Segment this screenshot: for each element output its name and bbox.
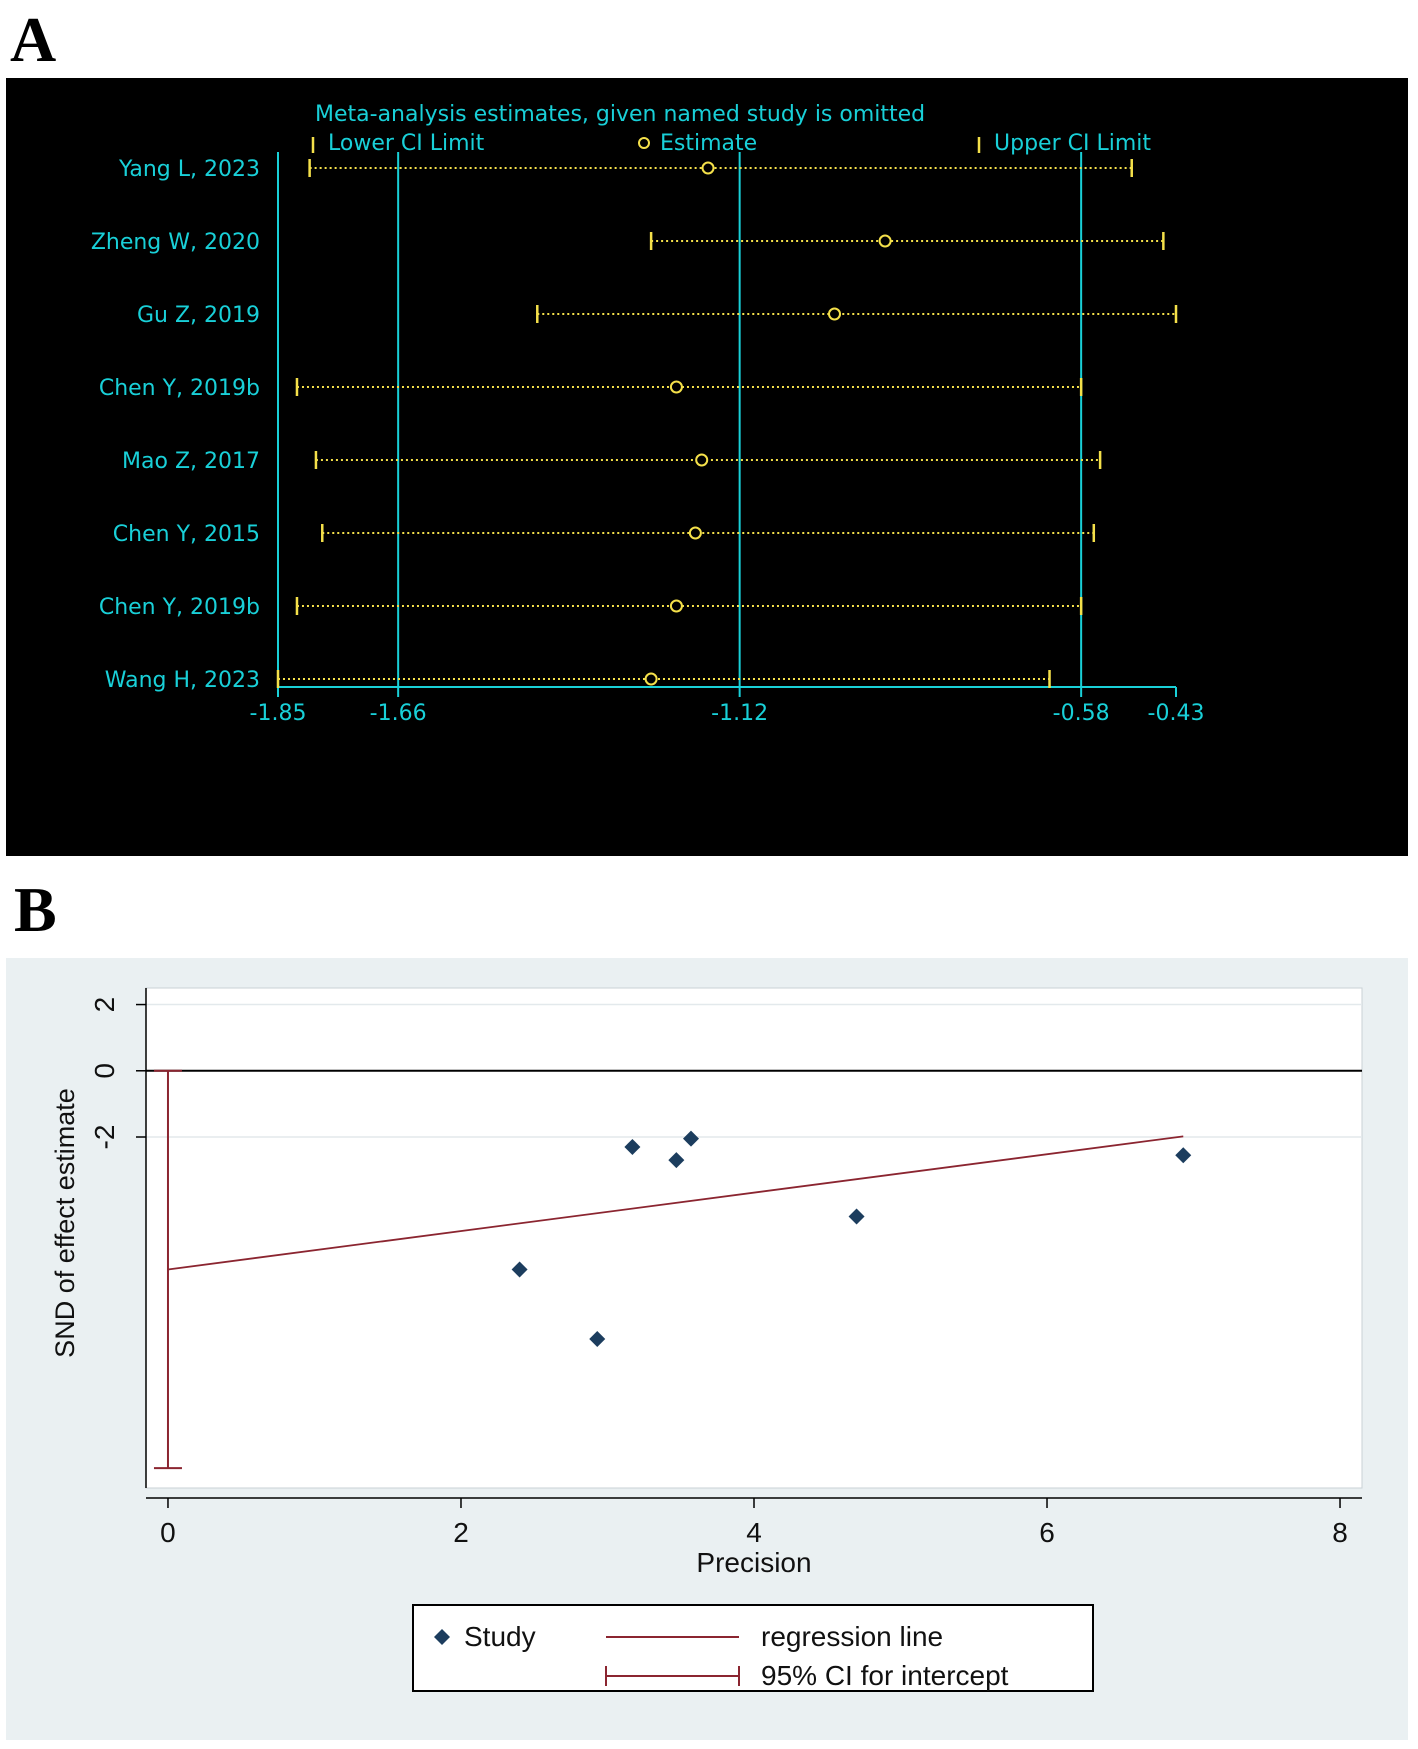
legend-study-marker [434, 1629, 450, 1645]
galbraith-panel: 2 0 -2 0 2 4 6 8 Precision SND of effect estima… [6, 958, 1408, 1740]
legend-lower-label: Lower CI Limit [328, 131, 485, 156]
legend-ci-label: 95% CI for intercept [761, 1660, 1009, 1691]
study-label: Zheng W, 2020 [91, 230, 260, 255]
regression-line [167, 1135, 1184, 1271]
y-tick-label: 0 [89, 1063, 120, 1079]
forest-rows: Yang L, 2023 Zheng W, 2020 Gu Z, 2019 Chen … [91, 157, 1178, 693]
x-tick-label: -1.66 [370, 701, 427, 726]
study-row: Gu Z, 2019 [137, 303, 1178, 328]
x-tick-label: 6 [1039, 1517, 1055, 1548]
study-label: Yang L, 2023 [118, 157, 260, 182]
study-label: Chen Y, 2019b [99, 376, 260, 401]
panel-label-a: A [10, 4, 57, 75]
forest-x-axis: -1.85 -1.66 -1.12 -0.58 -0.43 [250, 686, 1205, 726]
legend-estimate-marker [638, 137, 650, 149]
legend-upper-label: Upper CI Limit [994, 131, 1151, 156]
x-tick-label: 0 [160, 1517, 176, 1548]
y-axis-label: SND of effect estimate [50, 1088, 80, 1358]
x-tick-label: -0.58 [1053, 701, 1110, 726]
x-tick-label: -1.12 [711, 701, 768, 726]
forest-legend: Meta-analysis estimates, given named stu… [311, 102, 1151, 156]
study-row: Chen Y, 2019b [99, 376, 1083, 401]
estimate-marker [828, 307, 842, 321]
study-row: Zheng W, 2020 [91, 230, 1165, 255]
study-label: Chen Y, 2019b [99, 595, 260, 620]
estimate-marker [701, 161, 715, 175]
legend: Study regression line 95% CI for interce… [412, 1604, 1094, 1692]
study-row: Mao Z, 2017 [122, 449, 1102, 474]
study-point [1175, 1147, 1192, 1164]
plot-area [145, 987, 1363, 1489]
study-point [624, 1138, 641, 1155]
x-tick-label: 4 [746, 1517, 762, 1548]
study-label: Wang H, 2023 [105, 668, 260, 693]
estimate-marker [669, 380, 683, 394]
y-tick-label: -2 [89, 1125, 120, 1150]
legend-estimate-label: Estimate [660, 131, 757, 156]
legend-box [412, 1604, 1094, 1692]
study-label: Mao Z, 2017 [122, 449, 260, 474]
x-tick-label: -0.43 [1148, 701, 1205, 726]
x-axis-label: Precision [696, 1547, 811, 1578]
x-tick-label: -1.85 [250, 701, 307, 726]
estimate-marker [669, 599, 683, 613]
x-tick-label: 2 [453, 1517, 469, 1548]
study-row: Chen Y, 2019b [99, 595, 1083, 620]
panel-label-b: B [14, 874, 57, 945]
study-point [683, 1130, 700, 1147]
study-label: Gu Z, 2019 [137, 303, 260, 328]
x-tick-label: 8 [1332, 1517, 1348, 1548]
study-label: Chen Y, 2015 [113, 522, 260, 547]
study-point [589, 1330, 606, 1347]
legend-study-label: Study [464, 1621, 536, 1652]
study-point [848, 1208, 865, 1225]
estimate-marker [695, 453, 709, 467]
axes: 2 0 -2 0 2 4 6 8 [89, 988, 1362, 1548]
forest-plot: Meta-analysis estimates, given named stu… [91, 102, 1205, 726]
regression-group [153, 1069, 1184, 1470]
legend-regression-label: regression line [761, 1621, 943, 1652]
study-row: Yang L, 2023 [118, 157, 1133, 182]
forest-plot-panel: Meta-analysis estimates, given named stu… [6, 78, 1408, 856]
study-points [511, 1130, 1192, 1347]
study-row: Chen Y, 2015 [113, 522, 1096, 547]
estimate-marker [878, 234, 892, 248]
study-row: Wang H, 2023 [105, 668, 1051, 693]
estimate-marker [644, 672, 658, 686]
y-tick-label: 2 [89, 997, 120, 1013]
grid-lines [146, 1003, 1362, 1138]
egger-plot: 2 0 -2 0 2 4 6 8 Precision SND of effect estima… [50, 987, 1363, 1692]
estimate-marker [688, 526, 702, 540]
study-point [511, 1261, 528, 1278]
study-point [668, 1152, 685, 1169]
forest-title: Meta-analysis estimates, given named stu… [315, 102, 925, 127]
